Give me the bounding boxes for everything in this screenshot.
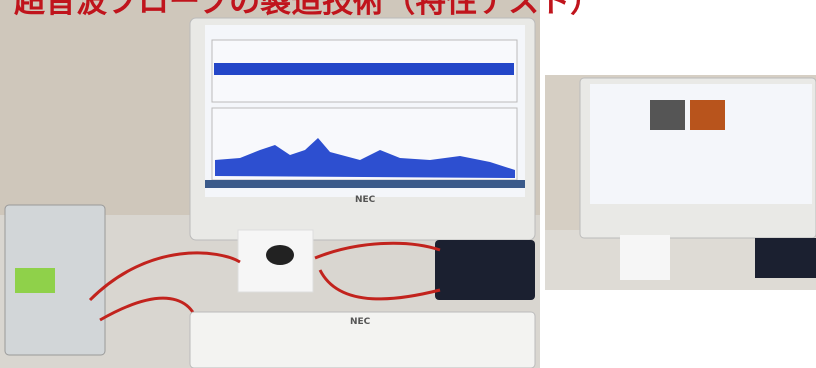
generator-display bbox=[15, 268, 55, 293]
oscilloscope-box bbox=[755, 238, 816, 278]
oscilloscope-box bbox=[435, 240, 535, 300]
title: 超音波プローブの製造技術（特性テスト） bbox=[14, 0, 601, 20]
keyboard-brand: NEC bbox=[350, 317, 371, 327]
signal-upper bbox=[214, 63, 514, 75]
image-panel bbox=[650, 100, 685, 130]
page: NEC NEC 超音波プローブの製造技術（特性テスト） bbox=[0, 0, 816, 368]
probe-holder bbox=[620, 235, 670, 280]
taskbar bbox=[205, 180, 525, 188]
monitor-brand: NEC bbox=[355, 195, 376, 205]
probe bbox=[266, 245, 294, 265]
right-photo bbox=[545, 75, 816, 290]
left-photo: NEC NEC bbox=[0, 0, 540, 368]
image-panel bbox=[690, 100, 725, 130]
